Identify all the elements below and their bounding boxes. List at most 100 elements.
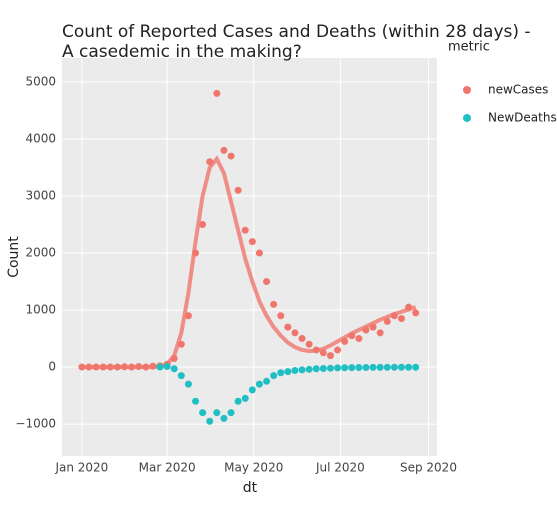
point — [220, 414, 228, 422]
point — [213, 89, 221, 97]
point — [277, 369, 285, 377]
point — [312, 346, 320, 354]
x-tick-label: May 2020 — [224, 461, 283, 475]
point — [369, 323, 377, 331]
point — [326, 352, 334, 360]
legend-title: metric — [448, 40, 490, 55]
point — [206, 417, 214, 425]
point — [376, 329, 384, 337]
point — [319, 364, 327, 372]
point — [177, 372, 185, 380]
point — [121, 363, 128, 371]
point — [220, 146, 228, 154]
point — [163, 362, 171, 370]
point — [177, 340, 185, 348]
point — [227, 409, 235, 417]
point — [362, 326, 370, 334]
point — [383, 363, 391, 371]
y-tick-label: 3000 — [25, 188, 56, 202]
point — [106, 363, 114, 371]
point — [128, 363, 136, 371]
point — [149, 362, 157, 370]
point — [305, 365, 313, 373]
point — [255, 249, 263, 257]
y-tick-label: 4000 — [25, 131, 56, 145]
y-tick-label: 2000 — [25, 246, 56, 260]
y-axis-label: Count — [6, 236, 22, 278]
point — [263, 377, 271, 385]
point — [248, 386, 256, 394]
point — [255, 380, 263, 388]
legend-label[interactable]: NewDeaths — [488, 111, 557, 125]
point — [319, 349, 327, 357]
point — [348, 364, 356, 372]
point — [113, 363, 121, 371]
point — [234, 186, 242, 194]
point — [213, 409, 221, 417]
x-tick-label: Jan 2020 — [54, 461, 108, 475]
point — [192, 397, 200, 405]
point — [170, 365, 178, 373]
point — [369, 363, 377, 371]
point — [241, 226, 249, 234]
y-tick-label: 5000 — [25, 74, 56, 88]
point — [298, 335, 306, 343]
chart-title: Count of Reported Cases and Deaths (with… — [62, 22, 531, 42]
point — [355, 335, 363, 343]
point — [397, 363, 405, 371]
point — [405, 303, 413, 311]
point — [341, 337, 349, 345]
point — [312, 365, 320, 373]
y-tick-label: 0 — [48, 360, 56, 374]
point — [184, 312, 192, 320]
point — [390, 363, 398, 371]
point — [376, 363, 384, 371]
point — [85, 363, 93, 371]
point — [263, 278, 271, 286]
point — [412, 309, 420, 317]
point — [334, 364, 342, 372]
point — [326, 364, 334, 372]
point — [355, 364, 363, 372]
point — [291, 329, 299, 337]
point — [397, 315, 405, 323]
point — [341, 364, 349, 372]
x-tick-label: Jul 2020 — [315, 461, 365, 475]
point — [227, 152, 235, 160]
point — [405, 363, 413, 371]
point — [170, 354, 178, 362]
point — [199, 409, 207, 417]
point — [199, 220, 207, 228]
point — [192, 249, 200, 257]
chart-subtitle: A casedemic in the making? — [62, 42, 302, 62]
y-tick-label: −1000 — [15, 417, 56, 431]
point — [298, 366, 306, 374]
plot-area — [62, 58, 437, 456]
point — [206, 158, 214, 166]
point — [142, 363, 150, 371]
point — [284, 368, 292, 376]
point — [99, 363, 107, 371]
point — [241, 394, 249, 402]
x-tick-label: Sep 2020 — [400, 461, 457, 475]
point — [334, 346, 342, 354]
point — [291, 366, 299, 374]
legend-label[interactable]: newCases — [488, 83, 548, 97]
point — [78, 363, 86, 371]
x-tick-label: Mar 2020 — [139, 461, 196, 475]
point — [234, 397, 242, 405]
point — [412, 363, 420, 371]
point — [270, 300, 278, 308]
point — [277, 312, 285, 320]
point — [135, 362, 143, 370]
point — [270, 372, 278, 380]
point — [383, 317, 391, 325]
point — [390, 312, 398, 320]
point — [305, 340, 313, 348]
point — [156, 363, 164, 371]
x-axis-label: dt — [243, 480, 258, 496]
legend-marker — [463, 114, 471, 122]
point — [184, 380, 192, 388]
point — [92, 363, 100, 371]
